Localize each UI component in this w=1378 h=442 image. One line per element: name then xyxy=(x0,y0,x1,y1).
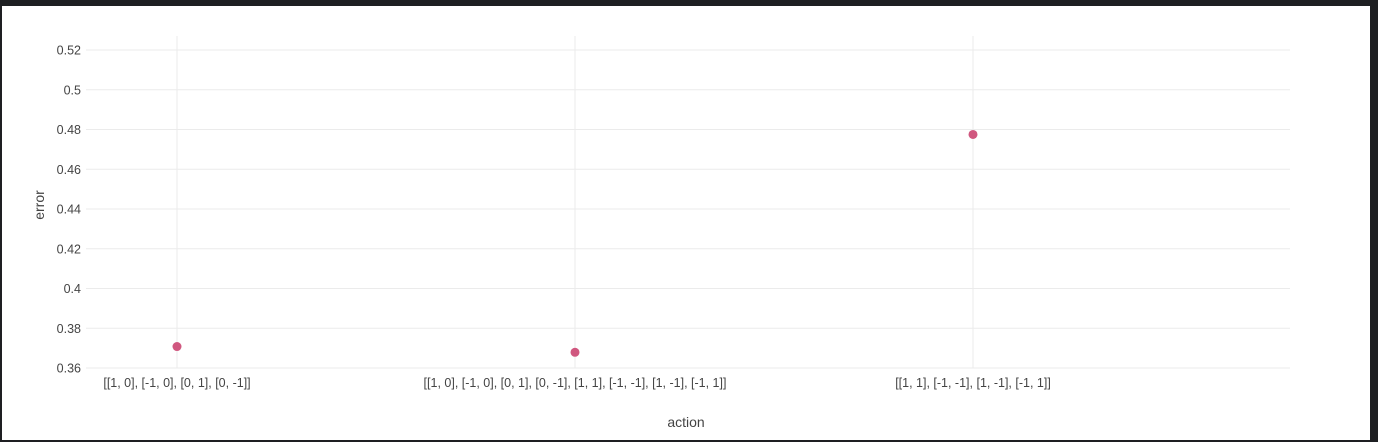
grid-lines xyxy=(86,36,1290,369)
x-tick-label: [[1, 0], [-1, 0], [0, 1], [0, -1]] xyxy=(103,376,250,390)
x-tick-label: [[1, 1], [-1, -1], [1, -1], [-1, 1]] xyxy=(895,376,1051,390)
x-axis-title: action xyxy=(667,414,704,430)
x-tick-label: [[1, 0], [-1, 0], [0, 1], [0, -1], [1, 1… xyxy=(424,376,727,390)
data-points xyxy=(172,129,978,357)
y-tick-label: 0.48 xyxy=(57,123,81,137)
data-point[interactable] xyxy=(570,347,580,357)
y-tick-label: 0.38 xyxy=(57,322,81,336)
y-tick-label: 0.44 xyxy=(57,203,81,217)
x-tick-labels: [[1, 0], [-1, 0], [0, 1], [0, -1]] [[1, 0… xyxy=(103,376,1050,390)
data-point[interactable] xyxy=(172,342,182,352)
y-tick-label: 0.36 xyxy=(57,362,81,376)
y-tick-label: 0.4 xyxy=(64,282,81,296)
data-point[interactable] xyxy=(968,129,978,139)
y-tick-label: 0.46 xyxy=(57,163,81,177)
y-tick-labels: 0.36 0.38 0.4 0.42 0.44 0.46 0.48 0.5 0.52 xyxy=(57,44,81,376)
y-axis-title: error xyxy=(31,190,47,220)
y-tick-label: 0.5 xyxy=(64,83,81,97)
y-tick-label: 0.52 xyxy=(57,44,81,58)
window-edge xyxy=(1370,0,1378,442)
y-tick-label: 0.42 xyxy=(57,242,81,256)
